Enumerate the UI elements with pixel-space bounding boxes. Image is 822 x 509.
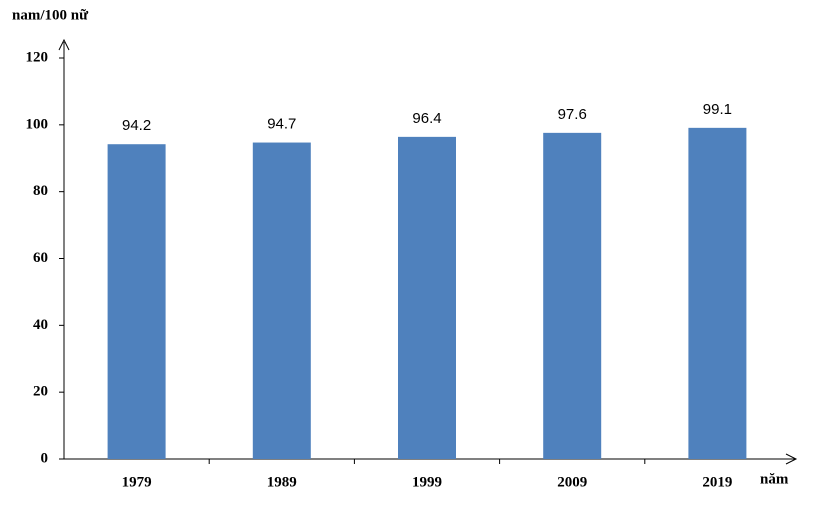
bar: [107, 144, 166, 459]
y-tick-label: 0: [41, 450, 49, 466]
value-label: 97.6: [558, 106, 587, 123]
value-label: 94.2: [122, 117, 151, 134]
x-tick-label: 1979: [122, 474, 152, 490]
value-label: 94.7: [267, 116, 296, 133]
x-tick-label: 1999: [412, 474, 442, 490]
bar: [688, 127, 747, 460]
y-tick-label: 100: [26, 116, 49, 132]
x-axis-label: năm: [760, 471, 789, 487]
x-tick-label: 1989: [267, 474, 297, 490]
value-label: 96.4: [412, 110, 441, 127]
y-axis-label: nam/100 nữ: [12, 7, 89, 23]
y-tick-label: 120: [26, 49, 49, 65]
x-tick-label: 2009: [557, 474, 587, 490]
bar: [543, 132, 602, 459]
bar: [398, 136, 456, 459]
y-axis-arrow: [58, 38, 70, 51]
value-label: 99.1: [703, 101, 732, 118]
y-tick-label: 80: [33, 183, 48, 199]
y-tick-label: 60: [33, 250, 48, 266]
x-axis-arrow: [785, 453, 798, 465]
y-tick-label: 20: [33, 384, 48, 400]
x-tick-label: 2019: [702, 474, 732, 490]
y-tick-label: 40: [33, 317, 48, 333]
bar: [252, 142, 311, 459]
